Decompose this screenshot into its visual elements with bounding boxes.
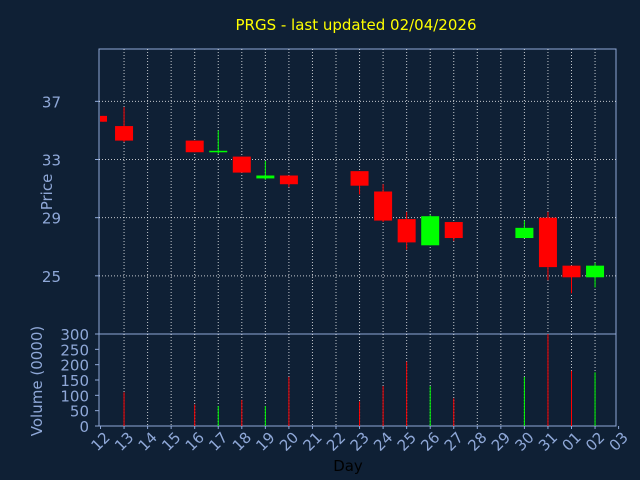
price-tick-label: 37: [42, 93, 61, 111]
volume-tick-label: 150: [60, 372, 89, 390]
day-tick-label: 18: [229, 429, 255, 455]
candle-body: [100, 115, 107, 122]
day-tick-label: 14: [135, 429, 161, 455]
day-tick-label: 31: [535, 429, 561, 455]
grid-lines: [99, 49, 616, 426]
price-axis: 25 29 33 37: [42, 93, 99, 286]
day-tick-label: 26: [417, 429, 443, 455]
volume-tick-label: 200: [60, 357, 89, 375]
day-tick-label: 02: [582, 429, 608, 455]
candle-body: [562, 265, 581, 278]
volume-panel-frame: [98, 333, 617, 427]
candle-body: [279, 175, 298, 185]
candle-body: [538, 217, 557, 268]
day-tick-label: 20: [276, 429, 302, 455]
price-panel-frame: [98, 48, 617, 335]
day-tick-label: 01: [559, 429, 585, 455]
day-tick-label: 22: [323, 429, 349, 455]
day-tick-label: 12: [88, 429, 114, 455]
day-axis-label: Day: [333, 457, 363, 475]
candle-body: [232, 156, 251, 173]
day-tick-label: 19: [252, 429, 278, 455]
price-tick-label: 29: [42, 210, 61, 228]
price-tick-label: 33: [42, 152, 61, 170]
candle-body: [421, 216, 440, 246]
day-tick-label: 27: [441, 429, 467, 455]
day-tick-label: 24: [370, 429, 396, 455]
day-tick-label: 28: [464, 429, 490, 455]
day-tick-label: 16: [182, 429, 208, 455]
day-tick-label: 03: [606, 429, 632, 455]
volume-tick-label: 250: [60, 341, 89, 359]
candle-body: [374, 191, 393, 221]
day-tick-label: 17: [205, 429, 231, 455]
volume-tick-label: 100: [60, 387, 89, 405]
candle-body: [586, 265, 605, 278]
price-tick-label: 25: [42, 268, 61, 286]
day-tick-label: 15: [158, 429, 184, 455]
candle-body: [256, 175, 275, 179]
day-tick-label: 23: [347, 429, 373, 455]
candle-body: [444, 222, 463, 239]
day-axis: 1213141516171819202122232425262728293031…: [88, 426, 632, 455]
volume-tick-label: 300: [60, 326, 89, 344]
candle-body: [397, 219, 416, 243]
day-tick-label: 13: [111, 429, 137, 455]
candle-body: [515, 227, 534, 239]
candle-body: [209, 150, 228, 153]
candle-body: [115, 126, 134, 141]
price-axis-label: Price: [38, 174, 56, 211]
day-tick-label: 29: [488, 429, 514, 455]
day-tick-label: 25: [394, 429, 420, 455]
candle-body: [350, 171, 369, 186]
candle-body: [185, 140, 204, 153]
volume-tick-label: 0: [79, 418, 89, 436]
volume-tick-label: 50: [70, 403, 89, 421]
volume-bars: [123, 334, 596, 426]
volume-axis-label: Volume (0000): [28, 326, 46, 436]
chart-title: PRGS - last updated 02/04/2026: [236, 16, 477, 34]
candles: [100, 107, 605, 294]
day-tick-label: 30: [511, 429, 537, 455]
day-tick-label: 21: [299, 429, 325, 455]
